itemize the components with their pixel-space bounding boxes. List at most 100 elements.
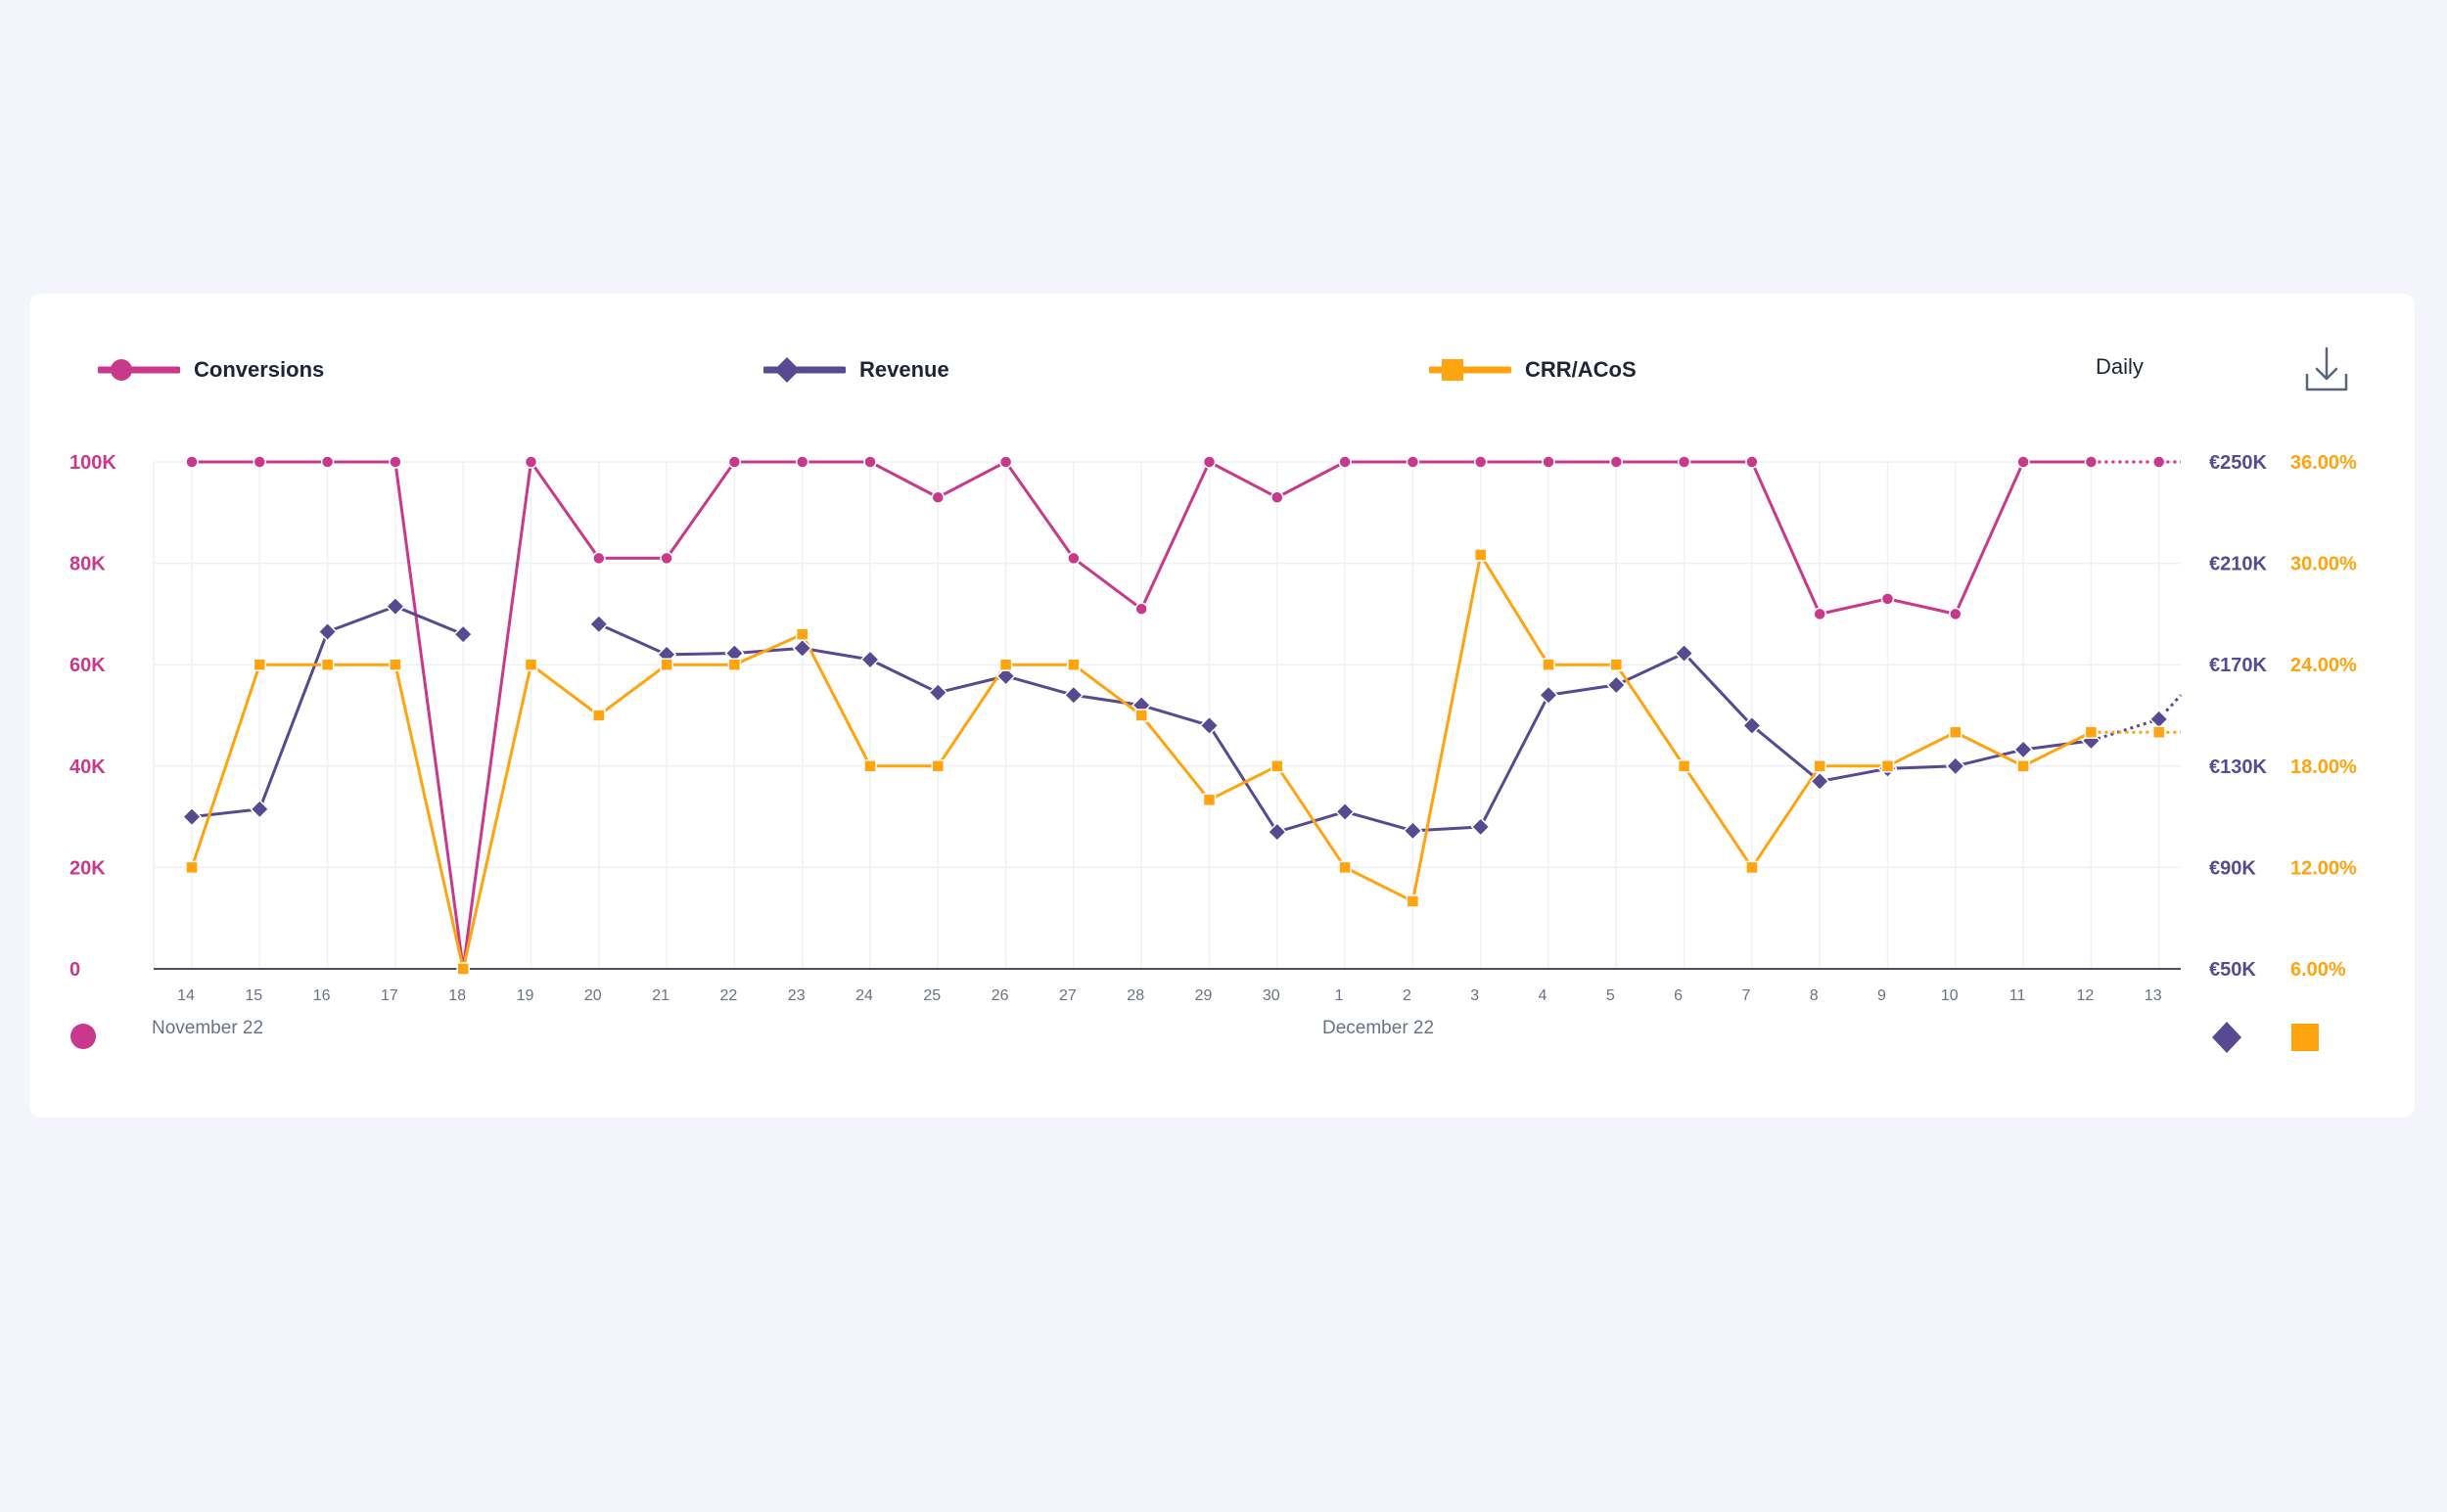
x-axis-tick-label: 7 xyxy=(1741,987,1750,1004)
diamond-marker-icon xyxy=(763,357,846,383)
x-axis-tick-label: 19 xyxy=(517,987,534,1004)
revenue-point xyxy=(453,624,474,645)
crr-acos-point xyxy=(1745,860,1759,875)
x-axis-tick-label: 26 xyxy=(992,987,1009,1004)
crr-acos-point xyxy=(1880,759,1895,773)
x-axis-tick-label: 5 xyxy=(1606,987,1615,1004)
conversions-point xyxy=(2016,455,2030,469)
crr-axis-tick-label: 6.00% xyxy=(2290,959,2346,981)
conversions-point xyxy=(998,455,1013,469)
crr-acos-point xyxy=(320,658,335,671)
x-axis-tick-label: 1 xyxy=(1335,987,1344,1004)
left-axis-tick-label: 80K xyxy=(69,554,106,575)
circle-marker-icon xyxy=(98,359,180,381)
crr-acos-point xyxy=(1338,860,1352,875)
conversions-point xyxy=(185,455,199,469)
legend-item-revenue[interactable]: Revenue xyxy=(763,350,949,389)
x-axis-tick-label: 4 xyxy=(1539,987,1547,1004)
revenue-point xyxy=(181,806,203,827)
crr-acos-point xyxy=(931,759,946,773)
left-axis-tick-label: 0 xyxy=(69,959,80,981)
conversions-point xyxy=(1202,455,1217,469)
x-axis-tick-label: 16 xyxy=(313,987,331,1004)
square-marker-icon xyxy=(1429,359,1511,381)
crr-axis-marker-icon xyxy=(2291,1024,2319,1051)
crr-axis-tick-label: 18.00% xyxy=(2290,756,2357,778)
revenue-point xyxy=(792,638,812,659)
revenue-axis-tick-label: €170K xyxy=(2209,655,2267,676)
revenue-point xyxy=(859,649,881,670)
crr-acos-point xyxy=(863,759,877,773)
conversions-point xyxy=(253,455,267,469)
conversions-point xyxy=(320,455,335,469)
period-selector[interactable]: Daily xyxy=(2096,354,2144,379)
x-axis-tick-label: 11 xyxy=(2009,987,2026,1004)
legend-label-conversions: Conversions xyxy=(194,357,325,382)
conversions-point xyxy=(1406,455,1420,469)
crr-acos-point xyxy=(998,658,1013,671)
x-axis-tick-label: 20 xyxy=(584,987,602,1004)
x-axis-tick-label: 13 xyxy=(2145,987,2162,1004)
conversions-point xyxy=(1473,455,1488,469)
conversions-point xyxy=(1677,455,1691,469)
crr-acos-point xyxy=(185,860,199,875)
conversions-point xyxy=(1745,455,1759,469)
revenue-point xyxy=(1267,822,1287,843)
x-axis-tick-label: 17 xyxy=(381,987,398,1004)
crr-acos-point xyxy=(1949,725,1962,740)
revenue-point xyxy=(1403,820,1423,841)
revenue-point xyxy=(2013,739,2034,760)
crr-axis-tick-label: 24.00% xyxy=(2290,655,2357,676)
crr-axis-tick-label: 30.00% xyxy=(2290,554,2357,575)
crr-acos-point xyxy=(727,658,742,671)
x-axis-tick-label: 15 xyxy=(245,987,262,1004)
crr-acos-point xyxy=(592,709,606,722)
crr-acos-point xyxy=(2084,725,2099,740)
legend-label-crr-acos: CRR/ACoS xyxy=(1525,357,1637,382)
revenue-point xyxy=(995,665,1016,686)
conversions-point xyxy=(524,455,538,469)
crr-acos-point xyxy=(2151,725,2166,740)
crr-acos-point xyxy=(1813,759,1826,773)
legend-item-conversions[interactable]: Conversions xyxy=(98,350,324,389)
revenue-point xyxy=(1810,771,1830,792)
conversions-point xyxy=(592,551,606,566)
x-axis-tick-label: 23 xyxy=(788,987,806,1004)
revenue-point xyxy=(1741,715,1762,736)
legend-item-crr-acos[interactable]: CRR/ACoS xyxy=(1429,350,1637,389)
conversions-point xyxy=(931,490,946,505)
x-axis-tick-label: 8 xyxy=(1810,987,1819,1004)
conversions-point xyxy=(660,551,673,566)
month-label-december: December 22 xyxy=(1322,1018,1435,1038)
conversions-point xyxy=(2084,455,2099,469)
revenue-axis-marker-icon xyxy=(2212,1022,2241,1053)
x-axis-tick-label: 21 xyxy=(652,987,669,1004)
revenue-point xyxy=(1674,643,1694,664)
revenue-point xyxy=(1606,674,1627,695)
crr-acos-point xyxy=(1406,894,1420,908)
x-axis-tick-label: 25 xyxy=(923,987,941,1004)
revenue-point xyxy=(1470,816,1491,838)
conversions-point xyxy=(863,455,877,469)
conversions-point xyxy=(1134,602,1148,616)
revenue-axis-tick-label: €50K xyxy=(2209,959,2256,981)
x-axis-tick-label: 9 xyxy=(1877,987,1886,1004)
revenue-point xyxy=(317,621,338,642)
conversions-point xyxy=(1338,455,1352,469)
x-axis-tick-label: 2 xyxy=(1403,987,1411,1004)
crr-acos-point xyxy=(456,962,470,976)
conversions-point xyxy=(389,455,402,469)
conversions-point xyxy=(1949,607,1962,621)
conversions-point xyxy=(2151,455,2166,469)
crr-axis-tick-label: 12.00% xyxy=(2290,857,2357,879)
crr-acos-point xyxy=(1677,759,1691,773)
download-button[interactable] xyxy=(2303,344,2350,395)
conversions-point xyxy=(1542,455,1555,469)
revenue-point xyxy=(1199,715,1220,736)
revenue-point xyxy=(2148,709,2169,729)
revenue-point xyxy=(1945,756,1965,776)
month-label-november: November 22 xyxy=(152,1018,264,1038)
x-axis-tick-label: 12 xyxy=(2077,987,2095,1004)
revenue-axis-tick-label: €90K xyxy=(2209,857,2256,879)
crr-acos-point xyxy=(1609,658,1624,671)
